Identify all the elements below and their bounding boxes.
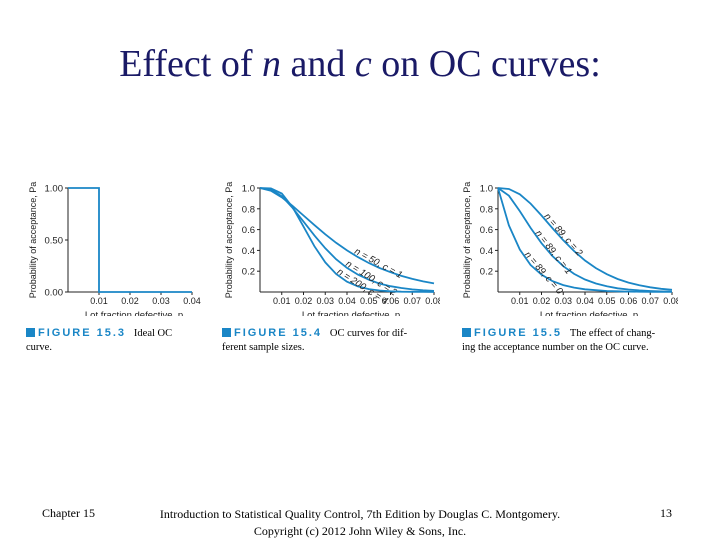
copyright-line: Copyright (c) 2012 John Wiley & Sons, In… <box>253 524 467 538</box>
y-tick-label: 1.0 <box>242 184 255 195</box>
y-tick-label: 0.50 <box>45 236 64 247</box>
caption-square-icon <box>222 328 231 337</box>
x-tick-label: 0.04 <box>338 296 356 306</box>
x-tick-label: 0.01 <box>90 296 108 306</box>
caption-text: OC curves for dif- <box>329 328 408 339</box>
y-tick-label: 0.4 <box>242 246 255 257</box>
slide-title: Effect of n and c on OC curves: <box>119 43 601 85</box>
caption-square-icon <box>462 328 471 337</box>
series-line <box>68 187 192 293</box>
figure-15-5-chart: 1.00.80.60.40.20.01 0.02 0.03 0.04 0.05 0.06 0… <box>462 182 678 316</box>
x-tick-label: 0.03 <box>316 296 334 306</box>
y-tick-label: 0.8 <box>242 204 255 215</box>
x-axis-label: Lot fraction defective, p <box>540 310 638 316</box>
y-tick-label: 0.8 <box>480 204 493 215</box>
x-tick-label: 0.03 <box>152 296 170 306</box>
x-tick-label: 0.03 <box>554 296 572 306</box>
series-line <box>497 187 673 291</box>
x-tick-label: 0.07 <box>403 296 421 306</box>
page-number: 13 <box>660 506 672 520</box>
caption-text: ferent sample sizes. <box>222 342 305 353</box>
footer-chapter: Chapter 15 <box>42 506 95 520</box>
x-tick-label: 0.01 <box>273 296 291 306</box>
x-axis-label: Lot fraction defective, p <box>302 310 400 316</box>
x-tick-label: 0.05 <box>598 296 616 306</box>
footer-citation: Introduction to Statistical Quality Cont… <box>150 506 570 540</box>
figure-15-5-caption: FIGURE 15.5 The effect of chang- ing the… <box>462 326 712 355</box>
title-n-symbol: n <box>262 43 281 85</box>
x-tick-label: 0.02 <box>121 296 139 306</box>
x-tick-label: 0.06 <box>620 296 638 306</box>
citation-line: Introduction to Statistical Quality Cont… <box>159 507 561 521</box>
y-tick-label: 0.6 <box>480 225 493 236</box>
y-axis-label: Probability of acceptance, Pa <box>28 182 38 299</box>
x-tick-label: 0.04 <box>576 296 594 306</box>
x-tick-label: 0.04 <box>183 296 201 306</box>
y-tick-label: 0.2 <box>480 267 493 278</box>
x-tick-label: 0.07 <box>641 296 659 306</box>
series-line <box>497 187 672 293</box>
x-axis-label: Lot fraction defective, p <box>85 310 183 316</box>
title-c-symbol: c <box>354 43 372 85</box>
y-tick-label: 0.00 <box>45 288 64 299</box>
caption-text: Ideal OC <box>133 328 173 339</box>
y-tick-label: 0.4 <box>480 246 493 257</box>
caption-text: ing the acceptance number on the OC curv… <box>462 342 649 353</box>
series-line <box>497 187 673 293</box>
y-tick-label: 0.2 <box>242 267 255 278</box>
figure-15-3-caption: FIGURE 15.3 Ideal OC curve. <box>26 326 216 355</box>
caption-text: curve. <box>26 342 52 353</box>
x-tick-label: 0.01 <box>511 296 529 306</box>
x-tick-label: 0.06 <box>382 296 400 306</box>
figure-label: FIGURE 15.5 <box>474 327 563 339</box>
y-tick-label: 1.0 <box>480 184 493 195</box>
y-tick-label: 0.6 <box>242 225 255 236</box>
x-tick-label: 0.05 <box>360 296 378 306</box>
caption-square-icon <box>26 328 35 337</box>
y-axis-label: Probability of acceptance, Pa <box>462 182 472 299</box>
figure-15-4-caption: FIGURE 15.4 OC curves for dif- ferent sa… <box>222 326 452 355</box>
y-axis-label: Probability of acceptance, Pa <box>224 182 234 299</box>
figure-15-4-chart: 1.00.80.60.40.20.01 0.02 0.03 0.04 0.05 0.06 0… <box>224 182 440 316</box>
y-tick-label: 1.00 <box>45 184 64 195</box>
figure-label: FIGURE 15.4 <box>234 327 323 339</box>
caption-text: The effect of chang- <box>569 328 656 339</box>
x-tick-label: 0.02 <box>533 296 551 306</box>
x-tick-label: 0.08 <box>425 296 440 306</box>
x-tick-label: 0.08 <box>663 296 678 306</box>
series-line <box>259 187 435 293</box>
figure-label: FIGURE 15.3 <box>38 327 127 339</box>
x-tick-label: 0.02 <box>295 296 313 306</box>
